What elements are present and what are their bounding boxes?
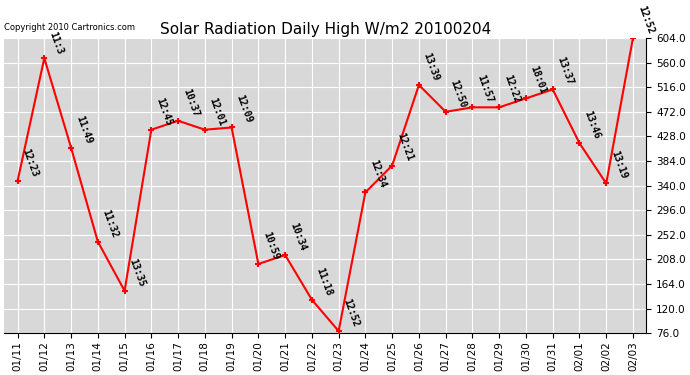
Text: 12:21: 12:21 bbox=[395, 132, 415, 163]
Text: 13:39: 13:39 bbox=[422, 51, 441, 82]
Text: 13:37: 13:37 bbox=[555, 56, 575, 87]
Text: 12:50: 12:50 bbox=[448, 78, 468, 109]
Text: 12:52: 12:52 bbox=[342, 297, 361, 328]
Text: 12:34: 12:34 bbox=[368, 159, 388, 190]
Text: 10:37: 10:37 bbox=[181, 87, 200, 118]
Text: 12:23: 12:23 bbox=[20, 147, 40, 178]
Text: 11:32: 11:32 bbox=[101, 208, 120, 239]
Text: 12:09: 12:09 bbox=[235, 94, 254, 125]
Text: 12:52: 12:52 bbox=[635, 4, 656, 35]
Text: 13:19: 13:19 bbox=[609, 150, 629, 181]
Text: 13:46: 13:46 bbox=[582, 110, 602, 140]
Text: 11:49: 11:49 bbox=[74, 114, 93, 145]
Text: 18:01: 18:01 bbox=[529, 64, 548, 96]
Text: 10:34: 10:34 bbox=[288, 221, 307, 252]
Text: 13:35: 13:35 bbox=[128, 257, 147, 288]
Text: 11:3: 11:3 bbox=[47, 30, 65, 56]
Text: Copyright 2010 Cartronics.com: Copyright 2010 Cartronics.com bbox=[4, 23, 135, 32]
Text: 10:59: 10:59 bbox=[261, 230, 281, 261]
Text: 12:22: 12:22 bbox=[502, 74, 522, 105]
Text: 11:57: 11:57 bbox=[475, 74, 495, 105]
Text: 12:01: 12:01 bbox=[208, 96, 227, 127]
Text: 11:18: 11:18 bbox=[315, 266, 334, 297]
Title: Solar Radiation Daily High W/m2 20100204: Solar Radiation Daily High W/m2 20100204 bbox=[159, 22, 491, 37]
Text: 12:45: 12:45 bbox=[154, 96, 174, 127]
